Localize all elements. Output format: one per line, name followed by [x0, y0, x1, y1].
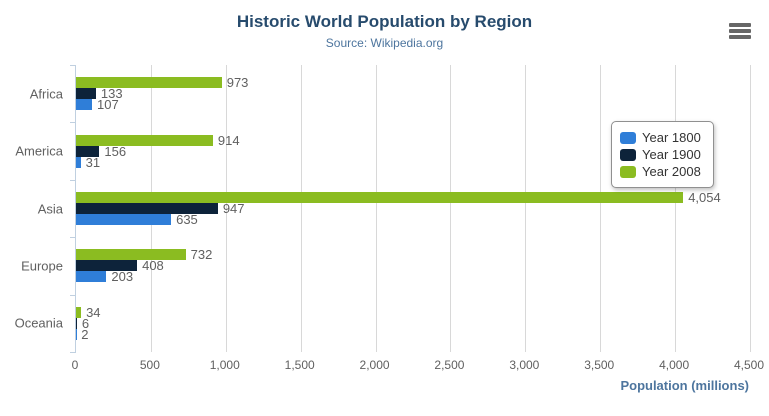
bar-year-1800-europe[interactable]	[76, 271, 107, 283]
category-tick	[70, 65, 76, 66]
bar-year-2008-asia[interactable]	[76, 191, 684, 203]
data-label: 947	[222, 200, 245, 216]
bar-group-europe: 732 408 203	[76, 237, 750, 294]
bar-year-1900-asia[interactable]	[76, 202, 218, 214]
x-tick-label: 2,500	[434, 358, 465, 372]
category-label-america: America	[15, 143, 63, 159]
grid-line	[375, 65, 377, 352]
bar-year-1900-oceania[interactable]	[76, 317, 77, 329]
category-label-asia: Asia	[37, 201, 63, 216]
legend-swatch	[620, 165, 636, 178]
bar-group-africa: 973 133 107	[76, 65, 750, 122]
grid-line	[525, 65, 527, 352]
category-label-oceania: Oceania	[14, 315, 63, 331]
legend: Year 1800 Year 1900 Year 2008	[611, 121, 714, 188]
bar-row: 408	[76, 258, 750, 274]
data-label: 2	[81, 326, 89, 342]
bar-group-asia: 4,054 947 635	[76, 180, 750, 237]
legend-swatch	[620, 148, 636, 161]
data-label: 732	[190, 247, 213, 263]
legend-item-year-2008[interactable]: Year 2008	[620, 163, 701, 180]
data-label: 31	[85, 154, 101, 170]
chart-title: Historic World Population by Region	[236, 12, 533, 31]
grid-line	[225, 65, 227, 352]
hamburger-icon	[729, 23, 751, 27]
data-label: 133	[100, 86, 123, 102]
x-tick-label: 3,000	[509, 358, 540, 372]
bar-row: 133	[76, 86, 750, 102]
value-axis-title: Population (millions)	[620, 378, 749, 393]
hamburger-icon	[729, 29, 751, 33]
bar-year-1900-europe[interactable]	[76, 260, 138, 272]
bar-year-2008-america[interactable]	[76, 134, 213, 146]
legend-swatch	[620, 131, 636, 144]
legend-label: Year 1800	[642, 130, 701, 145]
data-label: 107	[97, 97, 119, 113]
chart-subtitle: Source: Wikipedia.org	[325, 36, 444, 50]
bar-row: 914	[76, 132, 750, 148]
bar-row: 107	[76, 97, 750, 113]
bar-year-1900-africa[interactable]	[76, 88, 96, 100]
bar-group-america: 914 156 31	[76, 122, 750, 179]
data-label: 203	[111, 269, 134, 285]
legend-item-year-1800[interactable]: Year 1800	[620, 129, 701, 146]
grid-line	[300, 65, 302, 352]
plot-area: 973 133 107 914 156 31 4,054 947 635 732 408 203 34 6…	[70, 65, 751, 353]
grid-line	[675, 65, 677, 352]
bar-row: 2	[76, 326, 750, 342]
bar-year-1800-asia[interactable]	[76, 213, 172, 225]
x-tick-label: 1,500	[284, 358, 315, 372]
bar-year-2008-africa[interactable]	[76, 77, 222, 89]
grid-line	[450, 65, 452, 352]
x-tick-label: 4,000	[659, 358, 690, 372]
data-label: 408	[142, 258, 164, 274]
data-label: 156	[104, 143, 127, 159]
category-tick	[70, 237, 76, 238]
x-tick-label: 3,500	[584, 358, 615, 372]
bar-row: 6	[76, 315, 750, 331]
x-tick-label: 500	[139, 358, 160, 372]
category-label-europe: Europe	[21, 258, 63, 274]
x-tick-label: 1,000	[209, 358, 240, 372]
bar-row: 635	[76, 211, 750, 227]
bar-group-oceania: 34 6 2	[76, 295, 750, 352]
data-label: 914	[217, 132, 240, 148]
bar-row: 31	[76, 154, 750, 170]
x-tick-label: 0	[71, 358, 79, 372]
category-tick	[70, 352, 76, 353]
bar-year-1800-america[interactable]	[76, 156, 81, 168]
grid-line	[600, 65, 602, 352]
x-tick-label: 2,000	[359, 358, 390, 372]
grid-line	[750, 65, 751, 352]
category-tick	[70, 122, 76, 123]
legend-item-year-1900[interactable]: Year 1900	[620, 146, 701, 163]
data-label: 34	[86, 304, 101, 320]
hamburger-icon	[729, 35, 751, 39]
bar-row: 203	[76, 269, 750, 285]
bar-row: 732	[76, 247, 750, 263]
category-label-africa: Africa	[29, 86, 63, 102]
category-tick	[70, 180, 76, 181]
export-menu-button[interactable]	[728, 22, 752, 40]
bar-year-2008-oceania[interactable]	[76, 306, 82, 318]
bar-row: 4,054	[76, 189, 750, 205]
bar-row: 947	[76, 200, 750, 216]
x-tick-label: 4,500	[733, 358, 765, 372]
bar-year-2008-europe[interactable]	[76, 249, 186, 261]
data-label: 973	[226, 75, 249, 91]
legend-label: Year 1900	[642, 147, 701, 162]
bar-year-1900-america[interactable]	[76, 145, 100, 157]
data-label: 635	[176, 211, 198, 227]
bar-row: 156	[76, 143, 750, 159]
bar-year-1800-africa[interactable]	[76, 99, 93, 111]
legend-label: Year 2008	[642, 164, 701, 179]
bar-row: 34	[76, 304, 750, 320]
data-label: 6	[81, 315, 90, 331]
bar-row: 973	[76, 75, 750, 91]
category-tick	[70, 295, 76, 296]
data-label: 4,054	[688, 189, 721, 205]
